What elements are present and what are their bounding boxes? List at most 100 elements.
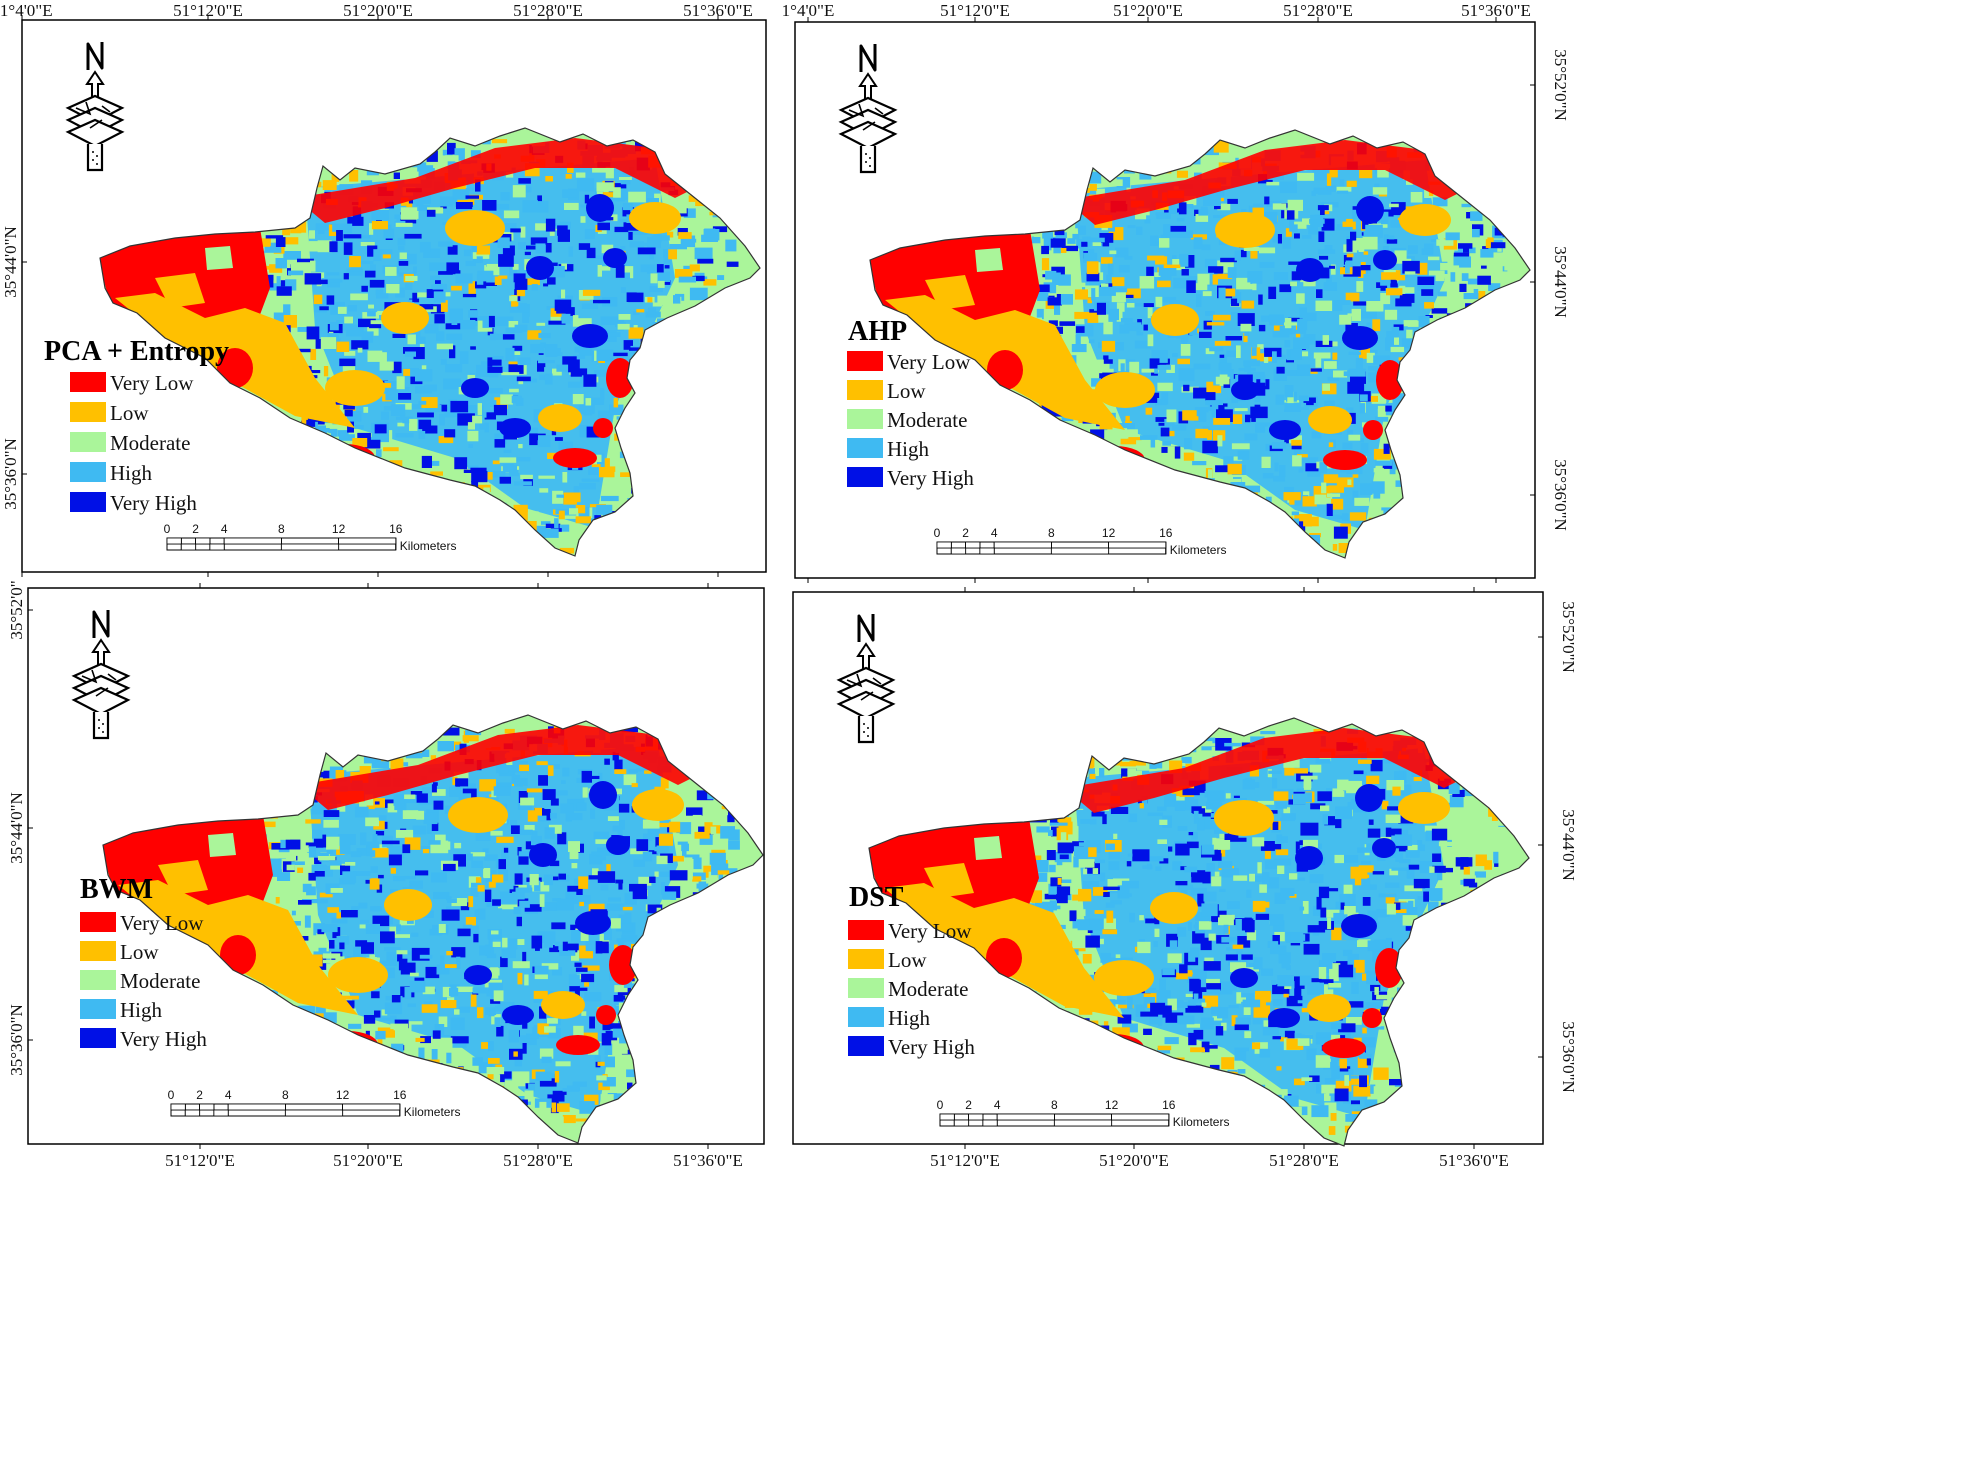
legend-swatch — [80, 1028, 116, 1048]
legend-swatch — [80, 999, 116, 1019]
legend: Very Low Low Moderate High Very High — [848, 919, 975, 1059]
scale-bar: 0 2 4 8 12 16 Kilometers — [168, 1088, 461, 1119]
map-panel-dst: DST Very Low Low Moderate High Very High 0 2 4 8 1… — [792, 587, 1578, 1170]
longitude-label: 51°20'0"E — [343, 1, 413, 20]
legend-swatch — [848, 1036, 884, 1056]
legend: Very Low Low Moderate High Very High — [70, 371, 197, 515]
legend-label: Very Low — [110, 371, 194, 395]
legend-label: Moderate — [888, 977, 968, 1001]
latitude-label: 35°52'0"N — [1559, 601, 1578, 673]
scale-tick-label: 2 — [196, 1088, 203, 1102]
legend-swatch — [70, 462, 106, 482]
longitude-label: 51°20'0"E — [1113, 1, 1183, 20]
scale-tick-label: 0 — [937, 1098, 944, 1112]
legend-label: Moderate — [887, 408, 967, 432]
longitude-label: 51°4'0"E — [0, 1, 53, 20]
legend-swatch — [848, 1007, 884, 1027]
legend-label: Very High — [887, 466, 974, 490]
scale-tick-label: 8 — [1048, 526, 1055, 540]
legend-label: Very Low — [888, 919, 972, 943]
longitude-label: 51°36'0"E — [673, 1151, 743, 1170]
scale-unit-label: Kilometers — [400, 539, 457, 553]
scale-bar: 0 2 4 8 12 16 Kilometers — [937, 1098, 1230, 1129]
legend-swatch — [848, 978, 884, 998]
scale-tick-label: 12 — [336, 1088, 350, 1102]
longitude-label: 51°20'0"E — [333, 1151, 403, 1170]
latitude-label: 35°36'0"N — [1559, 1021, 1578, 1093]
legend-label: Low — [110, 401, 149, 425]
latitude-label: 35°44'0"N — [1559, 809, 1578, 881]
latitude-label: 35°36'0"N — [1, 438, 20, 510]
longitude-label: 51°28'0"E — [513, 1, 583, 20]
scale-tick-label: 2 — [965, 1098, 972, 1112]
panel-title: AHP — [848, 316, 907, 347]
latitude-label: 35°36'0"N — [7, 1004, 26, 1076]
latitude-label: 35°44'0"N — [1, 226, 20, 298]
legend-label: Very Low — [887, 350, 971, 374]
north-arrow-icon — [836, 614, 896, 744]
longitude-label: 51°12'0"E — [165, 1151, 235, 1170]
longitude-label: 1°4'0"E — [782, 1, 835, 20]
legend: Very Low Low Moderate High Very High — [847, 350, 974, 490]
legend-swatch — [847, 467, 883, 487]
legend-swatch — [848, 920, 884, 940]
legend-swatch — [80, 941, 116, 961]
scale-tick-label: 4 — [994, 1098, 1001, 1112]
scale-tick-label: 2 — [192, 522, 199, 536]
scale-tick-label: 4 — [221, 522, 228, 536]
longitude-label: 51°12'0"E — [173, 1, 243, 20]
scale-bar: 0 2 4 8 12 16 Kilometers — [934, 526, 1227, 557]
scale-tick-label: 8 — [278, 522, 285, 536]
longitude-label: 51°28'0"E — [503, 1151, 573, 1170]
longitude-label: 51°28'0"E — [1283, 1, 1353, 20]
legend-swatch — [848, 949, 884, 969]
longitude-label: 51°20'0"E — [1099, 1151, 1169, 1170]
latitude-label: 35°44'0"N — [7, 792, 26, 864]
legend-label: Very Low — [120, 911, 204, 935]
scale-unit-label: Kilometers — [404, 1105, 461, 1119]
scale-tick-label: 16 — [389, 522, 403, 536]
north-arrow-icon — [838, 44, 898, 174]
legend-label: Low — [888, 948, 927, 972]
scale-tick-label: 0 — [168, 1088, 175, 1102]
panel-title: BWM — [80, 874, 153, 905]
legend-swatch — [847, 380, 883, 400]
legend-swatch — [70, 402, 106, 422]
legend-label: Very High — [110, 491, 197, 515]
legend-label: High — [888, 1006, 931, 1030]
legend-swatch — [80, 912, 116, 932]
latitude-label: 35°52'0" — [7, 580, 26, 639]
longitude-label: 51°36'0"E — [1439, 1151, 1509, 1170]
legend-swatch — [80, 970, 116, 990]
latitude-label: 35°52'0"N — [1551, 49, 1570, 121]
map-panel-bwm: BWM Very Low Low Moderate High Very High 0 2 4 8 1… — [7, 580, 765, 1170]
scale-tick-label: 2 — [962, 526, 969, 540]
legend-swatch — [70, 372, 106, 392]
longitude-label: 51°36'0"E — [683, 1, 753, 20]
scale-tick-label: 4 — [991, 526, 998, 540]
legend-swatch — [847, 438, 883, 458]
legend-label: Low — [887, 379, 926, 403]
scale-tick-label: 4 — [225, 1088, 232, 1102]
scale-tick-label: 12 — [1105, 1098, 1119, 1112]
legend-label: Moderate — [120, 969, 200, 993]
legend-label: High — [887, 437, 930, 461]
legend-label: High — [110, 461, 153, 485]
scale-tick-label: 16 — [1162, 1098, 1176, 1112]
longitude-label: 51°36'0"E — [1461, 1, 1531, 20]
legend: Very Low Low Moderate High Very High — [80, 911, 207, 1051]
north-arrow-icon — [65, 42, 125, 172]
longitude-label: 51°12'0"E — [940, 1, 1010, 20]
scale-tick-label: 16 — [393, 1088, 407, 1102]
scale-tick-label: 0 — [934, 526, 941, 540]
legend-swatch — [70, 492, 106, 512]
legend-label: Very High — [888, 1035, 975, 1059]
scale-tick-label: 8 — [1051, 1098, 1058, 1112]
map-panel-ahp: AHP Very Low Low Moderate High Very High 0 2 4 8 1… — [782, 1, 1570, 583]
longitude-label: 51°28'0"E — [1269, 1151, 1339, 1170]
latitude-label: 35°44'0"N — [1551, 246, 1570, 318]
legend-swatch — [847, 351, 883, 371]
panel-title: PCA + Entropy — [44, 336, 229, 367]
